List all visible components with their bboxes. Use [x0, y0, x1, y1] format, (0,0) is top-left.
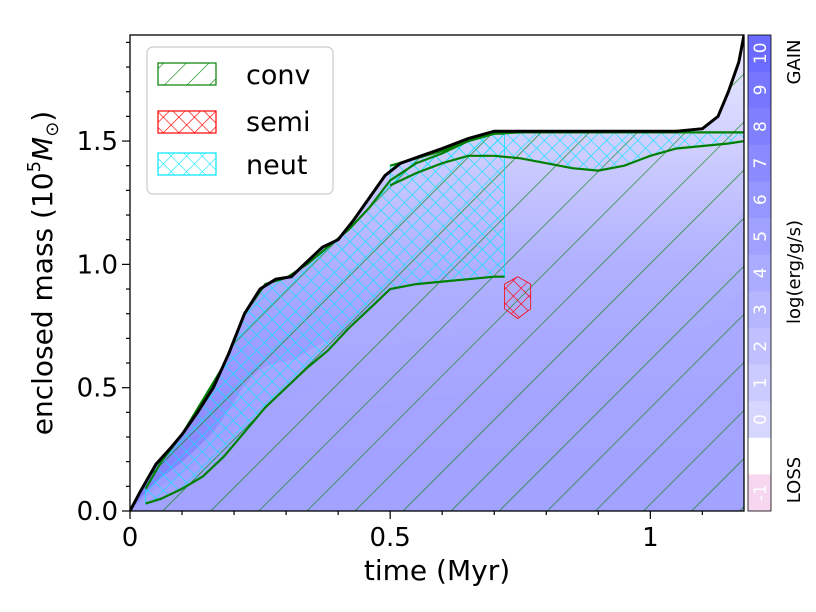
colorbar-tick-label: -1: [751, 484, 771, 501]
x-tick-label: 1: [642, 523, 659, 553]
colorbar-tick-label: 5: [751, 231, 771, 242]
colorbar-cell: [748, 108, 771, 146]
legend-label-neut: neut: [246, 150, 307, 181]
legend-label-semi: semi: [246, 107, 310, 138]
convective-boundary-0: [145, 275, 505, 505]
colorbar-loss-label: LOSS: [784, 457, 805, 503]
colorbar-tick-label: 6: [751, 194, 771, 205]
x-tick-label: 0: [122, 523, 139, 553]
colorbar-cell: [748, 437, 771, 475]
colorbar-gain-label: GAIN: [784, 39, 805, 84]
y-tick-label: 0.5: [77, 374, 118, 404]
colorbar-cell: [748, 254, 771, 292]
y-axis-label: enclosed mass (105M⊙): [24, 111, 63, 435]
plot-area: [130, 35, 744, 511]
colorbar-tick-label: 7: [751, 158, 771, 169]
colorbar-tick-label: 9: [751, 85, 771, 96]
colorbar-tick-label: 2: [751, 341, 771, 352]
plot-frame: [129, 34, 745, 512]
colorbar-tick-label: 4: [751, 268, 771, 279]
y-axis-ticks: 0.0 0.5 1.0 1.5: [77, 41, 130, 527]
x-axis-ticks: 0 0.5 1: [122, 511, 703, 553]
colorbar-cell: [748, 401, 771, 439]
convective-boundary-marks: [144, 131, 744, 505]
colorbar-tick-label: 3: [751, 304, 771, 315]
colorbar-cell: [748, 364, 771, 402]
colorbar-tick-label: ⋮: [751, 448, 771, 465]
legend-label-conv: conv: [246, 60, 310, 91]
colorbar-cell: [748, 71, 771, 109]
colorbar-units-label: log(erg/g/s): [784, 220, 805, 324]
colorbar-cell: [748, 474, 771, 512]
colorbar-cell: [748, 291, 771, 329]
semi-convective-zone-hatch: [504, 276, 532, 320]
y-tick-label: 1.0: [77, 250, 118, 280]
convective-boundary-1: [144, 132, 505, 490]
colorbar-frame: [747, 34, 772, 512]
y-tick-label: 1.5: [77, 127, 118, 157]
legend-swatch-semi: [157, 110, 217, 134]
convective-boundary-2: [389, 140, 744, 187]
colorbar-tick-label: 8: [751, 121, 771, 132]
x-tick-label: 0.5: [369, 523, 410, 553]
colorbar-cell: [748, 181, 771, 219]
colorbar-tick-label: 1: [751, 377, 771, 388]
colorbar-cell: [748, 35, 771, 73]
x-axis-label: time (Myr): [364, 554, 510, 587]
colorbar-cell: [748, 327, 771, 366]
legend-swatch-conv: [157, 62, 217, 86]
colorbar-cell: [748, 144, 771, 182]
colorbar-cell: [748, 218, 771, 256]
legend: conv semi neut: [146, 46, 334, 195]
legend-swatch-neut: [157, 152, 217, 176]
y-tick-label: 0.0: [77, 497, 118, 527]
colorbar-tick-label: 10: [751, 42, 771, 64]
colorbar-tick-label: 0: [751, 414, 771, 425]
colorbar-cells: [748, 35, 771, 512]
stellar-surface-line: [130, 35, 744, 511]
